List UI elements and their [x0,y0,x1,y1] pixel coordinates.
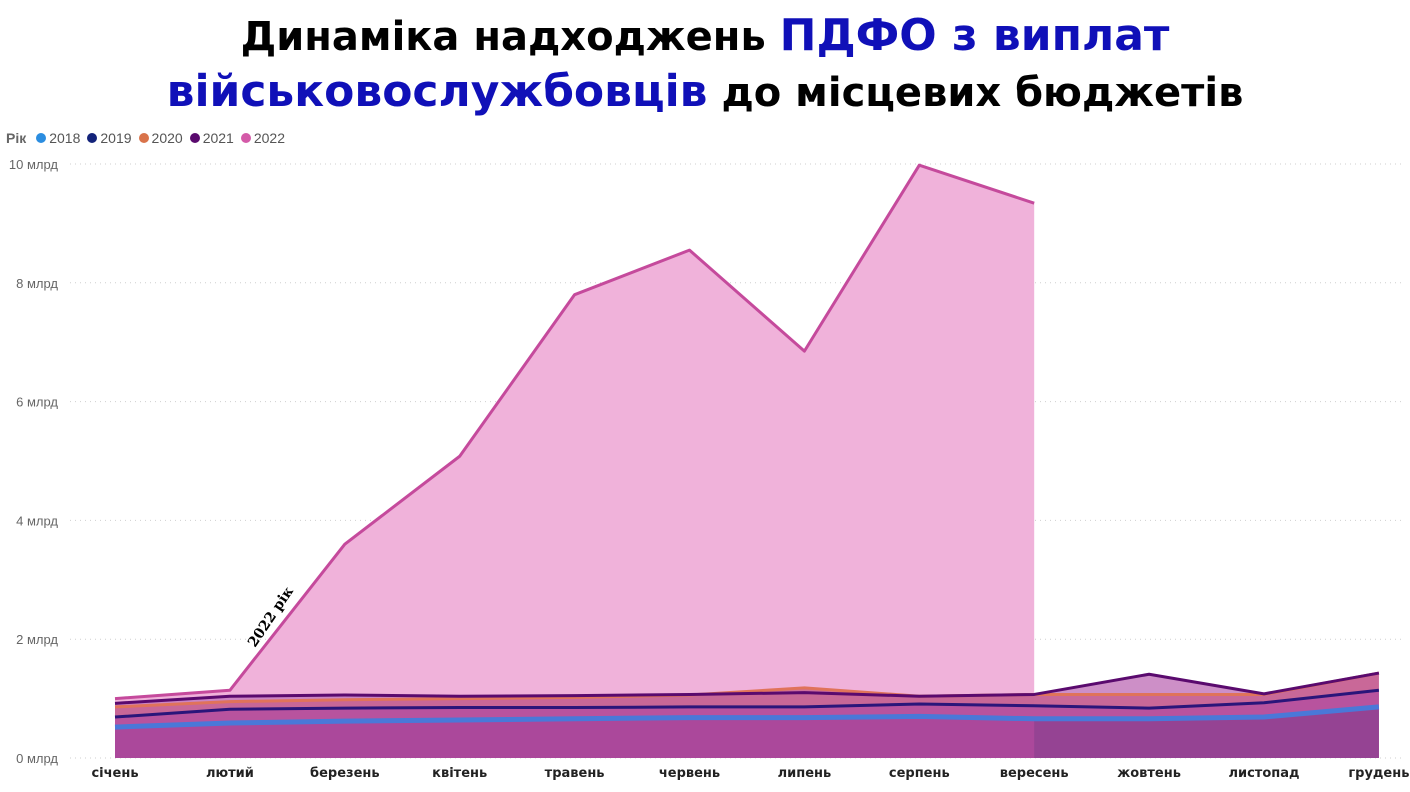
line-2019 [114,688,1380,719]
title-text: до місцевих бюджетів [707,70,1244,116]
y-tick-label: 4 млрд [16,513,58,528]
x-tick-label: червень [659,766,720,781]
chart-title-line-1: Динаміка надходжень ПДФО з виплат [0,10,1410,61]
x-tick-label: січень [91,766,138,781]
legend-dot-icon [138,133,149,143]
legend-dot-icon [189,133,200,143]
legend-item-2020[interactable]: 2020 [138,130,183,146]
x-tick-label: липень [778,766,832,781]
legend-dot-icon [240,133,251,143]
line-2021 [114,671,1380,705]
x-tick-label: лютий [206,766,254,781]
x-tick-label: жовтень [1117,766,1181,781]
x-axis: січень лютий березень квітень травень червень… [91,766,1409,781]
legend-dot-icon [36,133,47,143]
legend: Рік 2018 2019 2020 2021 2022 [6,130,288,146]
y-tick-label: 6 млрд [16,395,58,410]
x-tick-label: серпень [889,766,950,781]
line-2018 [114,704,1380,730]
y-axis: 0 млрд 2 млрд 4 млрд 6 млрд 8 млрд 10 млрд [9,157,59,766]
legend-item-2018[interactable]: 2018 [36,130,80,146]
x-tick-label: березень [310,766,380,781]
x-tick-label: листопад [1228,766,1299,781]
x-tick-label: вересень [1000,766,1069,781]
legend-label: Рік [6,130,27,146]
line-2022 [114,163,1035,701]
y-tick-label: 8 млрд [16,276,58,291]
y-tick-label: 0 млрд [16,751,58,766]
title-highlight: військовослужбовців [166,66,708,117]
x-tick-label: травень [545,766,605,781]
area-2022 [115,165,1035,759]
line-2020 [114,671,1380,709]
y-tick-label: 10 млрд [9,157,59,172]
y-tick-label: 2 млрд [16,632,58,647]
chart-title-line-2: військовослужбовців до місцевих бюджетів [0,66,1410,117]
legend-item-2021[interactable]: 2021 [189,130,234,146]
legend-dot-icon [87,133,98,143]
legend-item-2022[interactable]: 2022 [240,130,285,146]
x-tick-label: квітень [432,766,487,781]
series-areas [115,165,1379,759]
series-lines [114,163,1380,730]
title-text: Динаміка надходжень [240,14,780,60]
x-tick-label: грудень [1348,766,1409,781]
title-highlight: ПДФО з виплат [779,10,1170,61]
legend-item-2019[interactable]: 2019 [87,130,132,146]
